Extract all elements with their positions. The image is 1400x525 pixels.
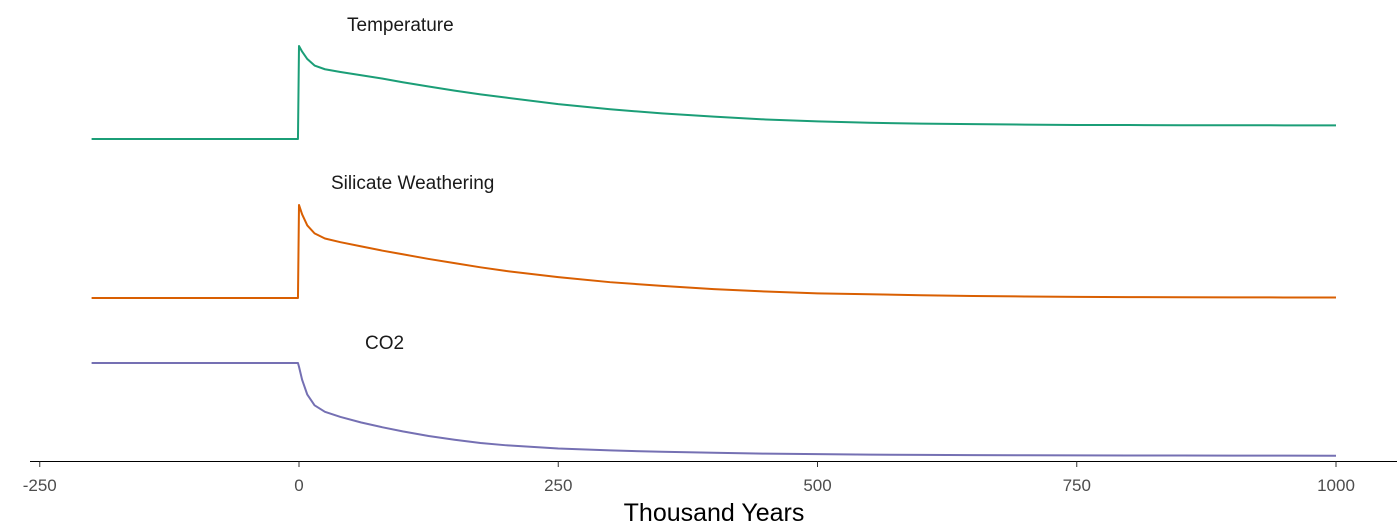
x-tick-label: 500	[803, 476, 831, 495]
series-layer: Temperature Silicate Weathering CO2	[91, 15, 1337, 457]
x-tick-label: 0	[294, 476, 303, 495]
series-line-silicate-weathering	[91, 204, 1337, 299]
series-label-temperature: Temperature	[347, 15, 454, 36]
x-tick-label: 250	[544, 476, 572, 495]
x-tick-label: 1000	[1317, 476, 1355, 495]
x-tick-label: 750	[1063, 476, 1091, 495]
x-axis-title: Thousand Years	[624, 499, 805, 525]
series-line-temperature	[91, 45, 1336, 140]
series-line-co2	[91, 362, 1337, 457]
x-axis-ticks: -250 0 250 500 750 1000	[23, 461, 1355, 495]
series-label-co2: CO2	[365, 333, 404, 354]
series-label-silicate-weathering: Silicate Weathering	[331, 173, 494, 194]
x-tick-label: -250	[23, 476, 57, 495]
